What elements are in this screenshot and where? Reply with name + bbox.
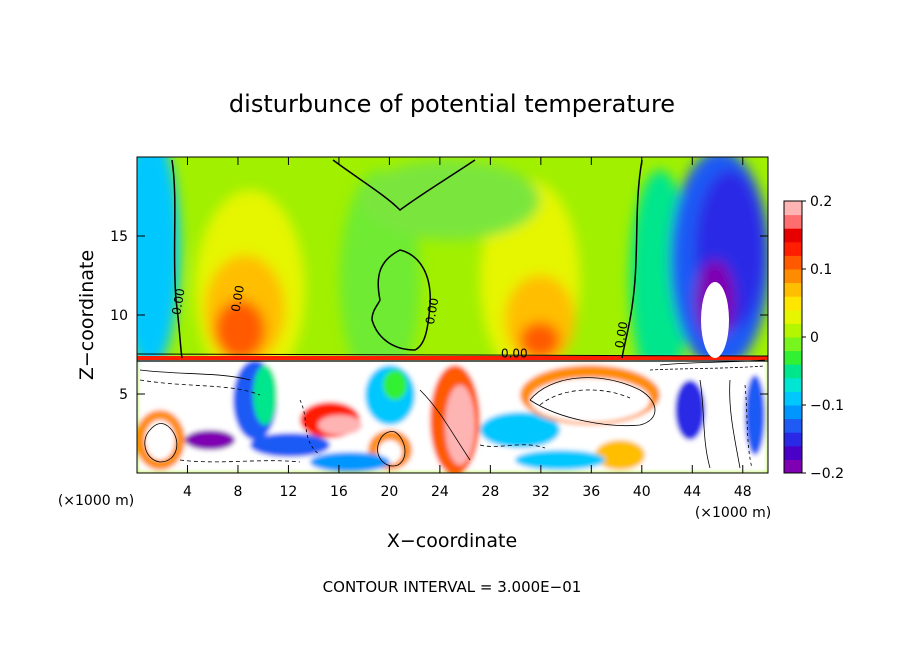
y-axis-label: Z−coordinate <box>76 250 98 380</box>
contour-interval-note: CONTOUR INTERVAL = 3.000E−01 <box>323 578 582 596</box>
colorbar-tick-label: −0.1 <box>810 398 844 414</box>
colorbar-swatch <box>784 364 802 379</box>
colorbar-swatch <box>784 445 802 460</box>
colorbar-swatch <box>784 282 802 297</box>
x-tick-label: 8 <box>233 484 242 500</box>
y-tick-label: 5 <box>119 387 128 403</box>
x-axis: 4 8 12 16 20 24 28 32 36 40 44 48 <box>183 157 752 500</box>
colorbar-swatch <box>784 337 802 352</box>
colorbar-tick-label: 0 <box>810 330 819 346</box>
contour-label: 0.00 <box>501 347 528 361</box>
colorbar-tick-label: 0.1 <box>810 262 832 278</box>
contour-label: 0.00 <box>229 284 247 313</box>
x-tick-label: 12 <box>280 484 298 500</box>
chart-title: disturbunce of potential temperature <box>229 90 675 118</box>
x-tick-label: 28 <box>481 484 499 500</box>
contour-labels: 0.00 0.00 0.00 0.00 0.00 <box>169 284 630 361</box>
x-tick-label: 24 <box>431 484 449 500</box>
x-axis-label: X−coordinate <box>387 530 517 552</box>
x-tick-label: 20 <box>380 484 398 500</box>
colorbar-swatch <box>784 201 802 216</box>
heatmap-field <box>137 157 768 473</box>
x-tick-label: 16 <box>330 484 348 500</box>
x-unit-label-right: (×1000 m) <box>695 505 771 521</box>
x-unit-label: (×1000 m) <box>58 493 134 509</box>
colorbar-swatch <box>784 350 802 365</box>
colorbar-swatch <box>784 432 802 447</box>
colorbar-swatch <box>784 255 802 270</box>
colorbar-swatch <box>784 418 802 433</box>
contour-label: 0.00 <box>423 297 441 326</box>
colorbar-swatch <box>784 405 802 420</box>
y-axis: 5 10 15 <box>110 229 768 403</box>
x-tick-label: 4 <box>183 484 192 500</box>
colorbar-swatch <box>784 377 802 392</box>
x-tick-label: 44 <box>683 484 701 500</box>
colorbar-tick-label: 0.2 <box>810 194 832 210</box>
y-tick-label: 15 <box>110 229 128 245</box>
colorbar-swatch <box>784 214 802 229</box>
colorbar-swatch <box>784 228 802 243</box>
colorbar-swatch <box>784 269 802 284</box>
colorbar: 0.2 0.1 0 −0.1 −0.2 <box>783 194 844 482</box>
x-tick-label: 40 <box>633 484 651 500</box>
contour-label: 0.00 <box>612 320 630 349</box>
colorbar-swatch <box>784 459 802 474</box>
y-tick-label: 10 <box>110 308 128 324</box>
colorbar-swatch <box>784 323 802 338</box>
x-tick-label: 36 <box>582 484 600 500</box>
colorbar-swatch <box>784 241 802 256</box>
colorbar-swatch <box>784 391 802 406</box>
colorbar-swatch <box>784 309 802 324</box>
x-tick-label: 32 <box>532 484 550 500</box>
x-tick-label: 48 <box>734 484 752 500</box>
colorbar-swatch <box>784 296 802 311</box>
colorbar-tick-label: −0.2 <box>810 466 844 482</box>
contour-label: 0.00 <box>169 287 187 316</box>
